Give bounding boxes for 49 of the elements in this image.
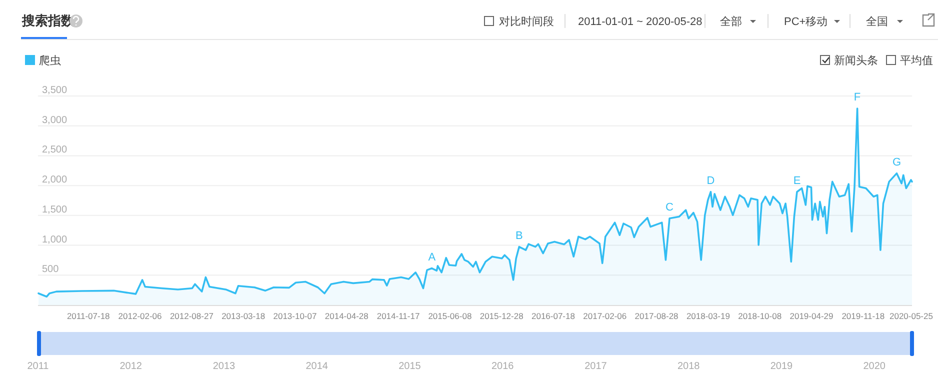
legend-label: 爬虫 [39,54,61,67]
x-tick-label: 2017-08-28 [634,311,679,321]
annotation: F [854,92,861,104]
annotation: D [706,174,715,187]
x2-tick-label: 2016 [491,361,514,372]
annotation: C [666,201,674,214]
x2-tick-label: 2019 [770,361,794,372]
text: 新闻头条 [834,54,878,67]
x2-tick-label: 2012 [120,361,142,372]
x-tick-label: 2015-12-28 [480,311,524,321]
x-tick-label: 2013-10-07 [273,311,317,321]
text: PC+移动 [784,16,828,28]
text: 全国 [866,16,888,28]
x-tick-label: 2012-02-06 [118,311,162,321]
text: 对比时间段 [499,15,554,28]
x2-tick-label: 2014 [306,361,328,372]
x2-tick-label: 2011 [27,361,50,372]
x2-tick-label: 2013 [212,361,236,372]
x-tick-label: 2018-03-19 [686,311,730,321]
x-tick-label: 2020-05-25 [889,311,934,321]
x2-tick-label: 2018 [677,361,700,372]
x-tick-label: 2015-06-08 [428,311,472,321]
x-tick-label: 2019-11-18 [842,311,885,321]
y-tick-label: 1,000 [42,234,68,246]
annotation: G [892,156,902,168]
annotation: A [428,251,436,264]
x-tick-label: 2016-07-18 [532,311,576,321]
y-tick-label: 2,500 [42,144,68,156]
text: 平均值 [900,55,933,67]
y-tick-label: 3,500 [42,85,68,96]
x-tick-label: 2014-04-28 [324,311,369,321]
x-tick-label: 2012-08-27 [170,311,214,321]
text: 2011-01-01 ~ 2020-05-28 [578,16,702,28]
annotation: B [515,230,523,242]
x2-tick-label: 2020 [863,361,886,372]
y-tick-label: 2,000 [42,174,68,186]
text: 全部 [720,15,742,28]
x-tick-label: 2011-07-18 [66,311,110,321]
x-tick-label: 2013-03-18 [222,311,266,321]
x-tick-label: 2017-02-06 [583,311,627,321]
y-tick-label: 3,000 [42,114,68,126]
x-tick-label: 2018-10-08 [738,311,782,321]
y-tick-label: 500 [42,264,60,276]
annotation: E [793,174,801,187]
x-tick-label: 2014-11-17 [376,311,420,321]
y-tick-label: 1,500 [42,204,68,216]
x-tick-label: 2019-04-29 [790,311,834,321]
x2-tick-label: 2015 [398,361,422,372]
x2-tick-label: 2017 [584,361,608,372]
